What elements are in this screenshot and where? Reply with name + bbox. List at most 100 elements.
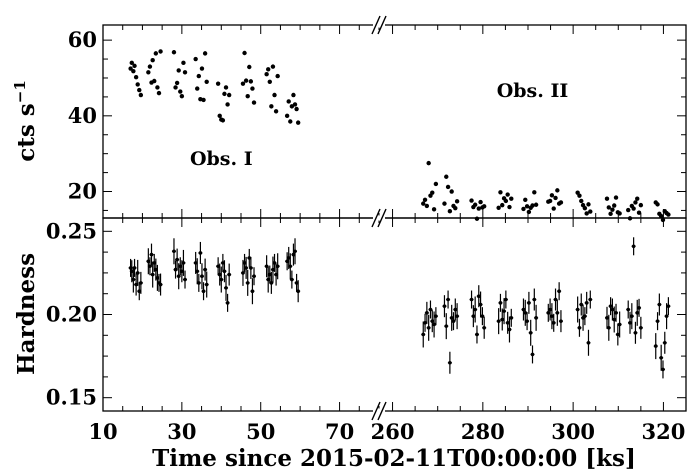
data-point [633,331,638,335]
data-point [507,204,512,210]
rate-y-axis-unit: cts s [13,103,40,162]
data-point [481,204,487,209]
data-point [502,309,506,313]
data-point [225,301,230,305]
data-point [521,206,526,212]
data-point [204,79,209,84]
data-point [289,104,295,109]
data-point [172,249,176,254]
data-point [579,198,584,204]
data-point [426,160,431,166]
data-point [293,249,297,254]
data-point [449,189,454,194]
data-point [180,269,184,274]
data-point [173,85,178,90]
data-point [197,281,201,285]
data-point [242,261,247,265]
data-point [179,93,185,99]
data-point [608,304,613,308]
x-tick-label: 320 [642,419,686,444]
data-point [584,301,589,305]
data-point [288,119,293,124]
data-point [171,50,177,55]
data-point [584,211,589,216]
data-point [509,316,514,320]
data-point [582,205,588,211]
data-point [612,203,617,208]
data-point [422,197,428,203]
data-point [131,277,136,282]
data-point [657,302,662,307]
data-point [526,209,532,215]
data-point [158,49,163,54]
data-point [133,75,139,80]
data-point [428,307,433,312]
data-point [272,92,277,98]
y-tick-label: 40 [68,103,97,128]
data-point [434,314,438,318]
data-point [217,272,222,277]
data-point [288,264,293,269]
data-point [178,264,183,269]
data-point [220,118,226,123]
data-point [241,271,245,275]
data-point [252,274,256,279]
axis-break-gap [373,22,385,28]
data-point [274,272,278,277]
data-point [606,205,611,210]
data-point [247,64,252,70]
axis-break-slash [377,401,387,421]
axis-break-gap [373,408,385,414]
data-point [504,297,508,302]
data-point [198,251,203,255]
data-point [476,206,481,211]
annotation-obs-2: Obs. II [497,80,569,102]
data-point [292,102,298,107]
data-point [129,269,134,274]
x-tick-label: 30 [167,419,196,444]
data-point [498,301,503,305]
data-point [178,89,183,94]
data-point [183,277,187,282]
data-point [182,70,188,75]
data-point [498,190,503,195]
data-point [270,64,276,69]
data-point [201,289,206,294]
data-point [155,276,160,280]
data-point [588,209,593,214]
axis-break-slash [371,15,381,35]
data-point [469,198,474,203]
data-point [201,97,206,103]
data-point [480,314,485,318]
data-point [155,85,160,90]
data-point [575,307,580,312]
data-point [193,261,198,265]
axis-break-slash [377,15,387,35]
data-point [295,120,301,125]
data-point [132,266,137,270]
data-point [532,297,537,302]
y-tick-label: 20 [68,179,97,204]
data-point [249,266,253,270]
data-point [616,332,620,337]
data-point [661,367,665,372]
data-point [637,306,641,310]
data-point [240,81,246,86]
data-point [612,317,617,322]
data-point [530,203,535,208]
data-point [129,60,134,66]
rate-data-points [128,49,671,223]
data-point [146,259,151,264]
data-point [610,207,615,212]
data-point [152,261,157,265]
data-point [639,326,643,330]
data-point [421,201,426,206]
x-tick-label: 300 [551,419,595,444]
data-point [269,281,274,285]
data-point [586,340,591,345]
data-point [146,70,151,75]
data-point [148,264,152,269]
data-point [264,264,269,269]
data-point [181,261,186,265]
data-point [653,344,658,348]
